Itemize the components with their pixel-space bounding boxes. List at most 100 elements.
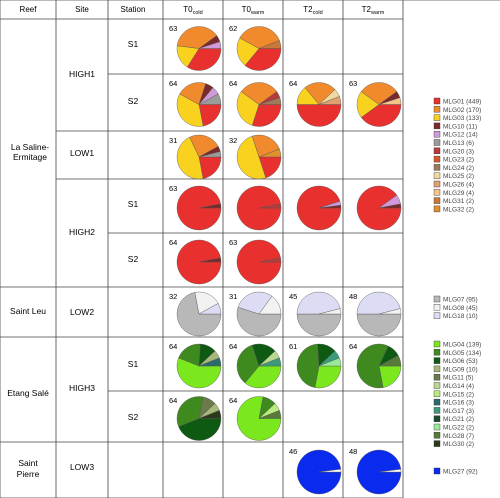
sample-count: 48 <box>349 292 357 301</box>
pie-slice <box>236 135 267 180</box>
pie-slice <box>236 344 260 384</box>
pie-chart <box>236 343 282 389</box>
pie-slice <box>236 306 282 337</box>
sample-counts: 63 62 64 64 64 63 31 32 63 64 63 32 31 45 48 64 64 61 64 64… <box>169 24 357 456</box>
pie-chart <box>296 343 342 389</box>
sample-count: 63 <box>349 79 357 88</box>
pie-slice <box>318 469 342 473</box>
legend-swatch <box>433 407 441 414</box>
legend-label: MLG28 (7) <box>443 433 474 440</box>
legend-label: MLG31 (2) <box>443 198 474 205</box>
reef-label-etang-sale: Etang Salé <box>7 388 49 398</box>
sample-count: 63 <box>169 24 177 33</box>
sample-count: 64 <box>229 79 237 88</box>
pie-slice <box>258 97 282 105</box>
sample-count: 32 <box>169 292 177 301</box>
pie-slice <box>198 93 222 105</box>
pie-chart <box>176 82 222 127</box>
legend-label: MLG14 (4) <box>443 383 474 390</box>
sample-count: 64 <box>289 79 297 88</box>
reef-label-saint-pierre: Saint Pierre <box>17 458 40 479</box>
sample-count: 62 <box>229 24 237 33</box>
legend-label: MLG02 (170) <box>443 107 481 114</box>
pie-slice <box>360 82 398 105</box>
header-t2-warm: T2warm <box>362 5 385 16</box>
pie-slice <box>198 357 222 367</box>
sample-count: 64 <box>169 238 177 247</box>
pie-slice <box>240 82 278 105</box>
header-t0-warm: T0warm <box>242 5 265 16</box>
pie-chart <box>176 185 222 231</box>
legend-label: MLG06 (53) <box>443 358 478 365</box>
pie-slice <box>296 313 342 337</box>
sample-count: 64 <box>169 79 177 88</box>
pie-slice <box>378 97 402 105</box>
pie-slice <box>251 104 282 127</box>
pie-slice <box>360 104 402 127</box>
legend-label: MLG22 (2) <box>443 425 474 432</box>
station-label-s2: S2 <box>128 254 139 264</box>
pie-chart <box>356 449 402 495</box>
pie-slice <box>258 410 282 419</box>
legend-label: MLG11 (5) <box>443 375 474 382</box>
legend-swatch <box>433 205 441 213</box>
pie-slice <box>189 134 219 158</box>
legend-swatch <box>433 340 441 348</box>
sample-count: 45 <box>289 292 297 301</box>
pie-slice <box>178 418 222 441</box>
sample-count: 64 <box>229 396 237 405</box>
legend-label: MLG32 (2) <box>443 206 474 213</box>
pie-slice <box>237 291 273 315</box>
pie-slice <box>356 291 401 315</box>
pie-slice <box>356 343 389 389</box>
legend-label: MLG03 (133) <box>443 115 481 122</box>
pie-chart <box>236 82 282 127</box>
pie-slice <box>258 257 282 263</box>
site-label-high3: HIGH3 <box>69 383 95 393</box>
pie-chart <box>356 185 402 231</box>
pie-slice <box>176 136 204 180</box>
pie-chart <box>176 134 222 180</box>
pie-slice <box>318 205 342 209</box>
header-t2-cold: T2cold <box>303 5 322 16</box>
sample-count: 48 <box>349 447 357 456</box>
pie-chart <box>236 396 282 441</box>
legend-swatch <box>433 415 441 422</box>
legend-label: MLG12 (14) <box>443 132 478 139</box>
pie-slice <box>176 26 218 49</box>
pie-slice <box>198 203 222 209</box>
legend-swatch <box>433 147 441 155</box>
legend-label: MLG05 (134) <box>443 350 481 357</box>
pie-slice <box>318 357 342 367</box>
pie-slice <box>378 355 402 367</box>
legend-swatch <box>433 349 441 356</box>
pie-slice <box>198 151 222 158</box>
legend-swatch <box>433 114 441 121</box>
legend-label: MLG27 (92) <box>443 469 478 476</box>
pie-chart <box>356 343 402 389</box>
site-label-high2: HIGH2 <box>69 227 95 237</box>
site-label-low3: LOW3 <box>70 462 94 472</box>
legend-label: MLG29 (4) <box>443 190 474 197</box>
pie-slice <box>258 148 282 158</box>
pie-slice <box>378 203 402 209</box>
legend-label: MLG20 (3) <box>443 148 474 155</box>
station-label-s2: S2 <box>128 412 139 422</box>
legend-label: MLG18 (10) <box>443 313 478 320</box>
legend-swatch <box>433 164 441 171</box>
pie-slice <box>244 48 282 71</box>
legend-swatch <box>433 189 441 196</box>
legend-label: MLG24 (2) <box>443 165 474 172</box>
pie-slice <box>176 93 204 127</box>
reef-label-la-saline: La Saline-Ermitage <box>11 142 49 162</box>
pie-charts <box>176 26 402 495</box>
pie-slice <box>296 104 342 127</box>
pie-slice <box>258 203 282 209</box>
legend-label: MLG13 (6) <box>443 140 474 147</box>
legend-swatch <box>433 398 441 406</box>
pie-slice <box>318 96 342 105</box>
pie-slice <box>378 308 402 315</box>
pie-slice <box>378 469 402 473</box>
